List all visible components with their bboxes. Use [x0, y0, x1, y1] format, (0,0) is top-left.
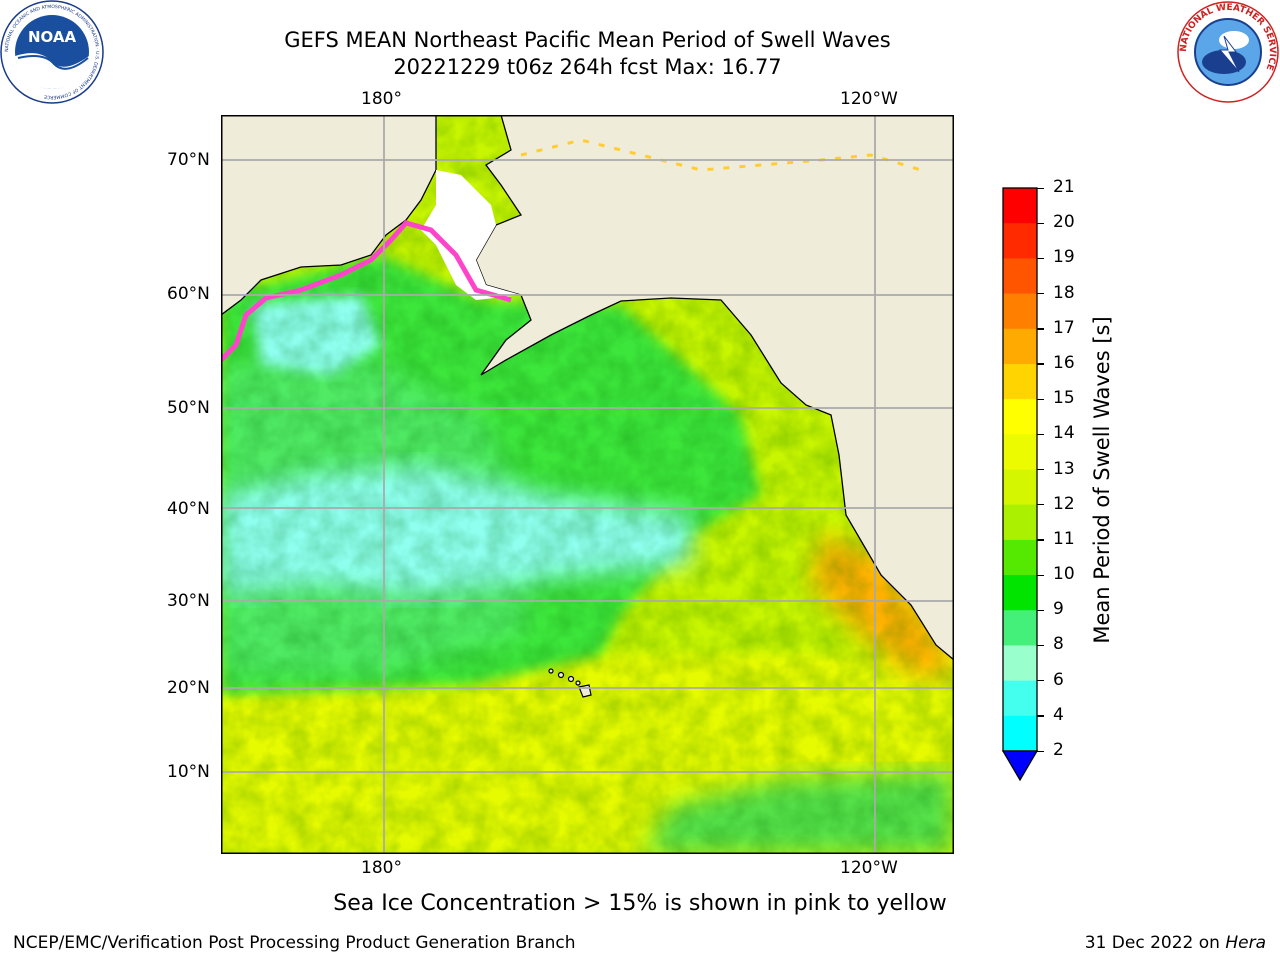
colorbar-tick-mark — [1037, 328, 1044, 330]
lat-label-50n: 50°N — [167, 398, 210, 418]
colorbar-bands — [1003, 188, 1037, 752]
lat-label-40n: 40°N — [167, 499, 210, 519]
colorbar-tick-mark — [1037, 609, 1044, 612]
lon-label-bottom-180: 180° — [361, 858, 402, 878]
colorbar-tick-mark — [1037, 539, 1044, 541]
colorbar-tick-label: 18 — [1053, 282, 1075, 303]
colorbar-tick-mark — [1037, 433, 1044, 436]
colorbar-tick-label: 15 — [1053, 388, 1075, 409]
colorbar-tick-label: 2 — [1053, 740, 1064, 760]
colorbar-tick-mark — [1037, 257, 1044, 260]
colorbar-tick-mark — [1037, 363, 1044, 365]
colorbar-band — [1003, 293, 1037, 330]
colorbar-tick-mark — [1037, 293, 1044, 295]
lat-label-60n: 60°N — [167, 284, 210, 304]
colorbar-label-anchor: Mean Period of Swell Waves [s] — [1082, 316, 1122, 643]
map-title: GEFS MEAN Northeast Pacific Mean Period … — [284, 28, 891, 52]
colorbar-tick-label: 13 — [1053, 458, 1075, 479]
colorbar-tick-mark — [1037, 398, 1044, 400]
colorbar-band — [1003, 188, 1037, 224]
colorbar-band — [1003, 680, 1037, 717]
nws-logo: NATIONAL WEATHER SERVICE — [1177, 1, 1279, 103]
colorbar-band — [1003, 223, 1037, 259]
map-frame — [221, 115, 954, 854]
no-data-region — [421, 170, 521, 300]
colorbar-extend-min — [1001, 750, 1039, 782]
run-date-text: 31 Dec 2022 on — [1084, 933, 1226, 953]
colorbar-tick-label: 14 — [1053, 423, 1075, 444]
colorbar-band — [1003, 575, 1037, 611]
lat-label-20n: 20°N — [167, 678, 210, 698]
lon-label-top-120w: 120°W — [840, 89, 898, 109]
machine-name: Hera — [1225, 933, 1266, 953]
colorbar-tick-mark — [1037, 750, 1044, 752]
colorbar-band — [1003, 504, 1037, 541]
colorbar-tick-mark — [1037, 222, 1044, 224]
branch-credit: NCEP/EMC/Verification Post Processing Pr… — [13, 933, 576, 953]
lat-label-30n: 30°N — [167, 591, 210, 611]
colorbar-tick-mark — [1037, 574, 1044, 576]
colorbar-band — [1003, 715, 1037, 752]
colorbar-tick-mark — [1037, 644, 1044, 647]
colorbar-band — [1003, 258, 1037, 295]
sea-ice-note: Sea Ice Concentration > 15% is shown in … — [333, 891, 947, 916]
colorbar-tick-label: 16 — [1053, 352, 1075, 373]
land-alaska-canada — [475, 115, 954, 661]
lat-label-70n: 70°N — [167, 150, 210, 170]
graticule — [221, 115, 954, 854]
colorbar-tick-label: 19 — [1053, 247, 1075, 268]
run-date: 31 Dec 2022 on Hera — [1085, 933, 1266, 953]
colorbar-tick-mark — [1037, 504, 1044, 506]
map-subtitle: 20221229 t06z 264h fcst Max: 16.77 — [393, 55, 782, 79]
colorbar — [1001, 187, 1039, 782]
colorbar-tick-label: 6 — [1053, 669, 1064, 690]
noaa-logo: NOAA NATIONAL OCEANIC AND ATMOSPHERIC AD… — [0, 0, 104, 104]
colorbar-band — [1003, 399, 1037, 435]
colorbar-tick-label: 9 — [1053, 599, 1064, 620]
colorbar-label: Mean Period of Swell Waves [s] — [1090, 316, 1114, 644]
colorbar-tick-label: 17 — [1053, 317, 1075, 338]
lon-label-top-180: 180° — [361, 89, 402, 109]
lon-label-bottom-120w: 120°W — [840, 858, 898, 878]
colorbar-tick-label: 11 — [1053, 528, 1075, 549]
noaa-text: NOAA — [28, 28, 77, 46]
swell-period-map — [221, 115, 954, 854]
colorbar-band — [1003, 539, 1037, 576]
colorbar-tick-mark — [1037, 680, 1044, 682]
colorbar-band — [1003, 363, 1037, 400]
colorbar-tick-label: 8 — [1053, 634, 1064, 655]
colorbar-band — [1003, 328, 1037, 365]
sea-ice-edge — [221, 220, 512, 362]
colorbar-tick-mark — [1037, 187, 1044, 189]
colorbar-tick-mark — [1037, 715, 1044, 717]
colorbar-tick-label: 20 — [1053, 212, 1075, 233]
colorbar-band — [1003, 434, 1037, 470]
colorbar-tick-label: 12 — [1053, 493, 1075, 514]
colorbar-tick-label: 10 — [1053, 564, 1075, 585]
colorbar-tick-label: 4 — [1053, 704, 1064, 725]
colorbar-band — [1003, 645, 1037, 682]
colorbar-band — [1003, 610, 1037, 646]
colorbar-tick-label: 21 — [1053, 177, 1075, 197]
colorbar-tick-mark — [1037, 469, 1044, 471]
colorbar-band — [1003, 469, 1037, 506]
lat-label-10n: 10°N — [167, 762, 210, 782]
